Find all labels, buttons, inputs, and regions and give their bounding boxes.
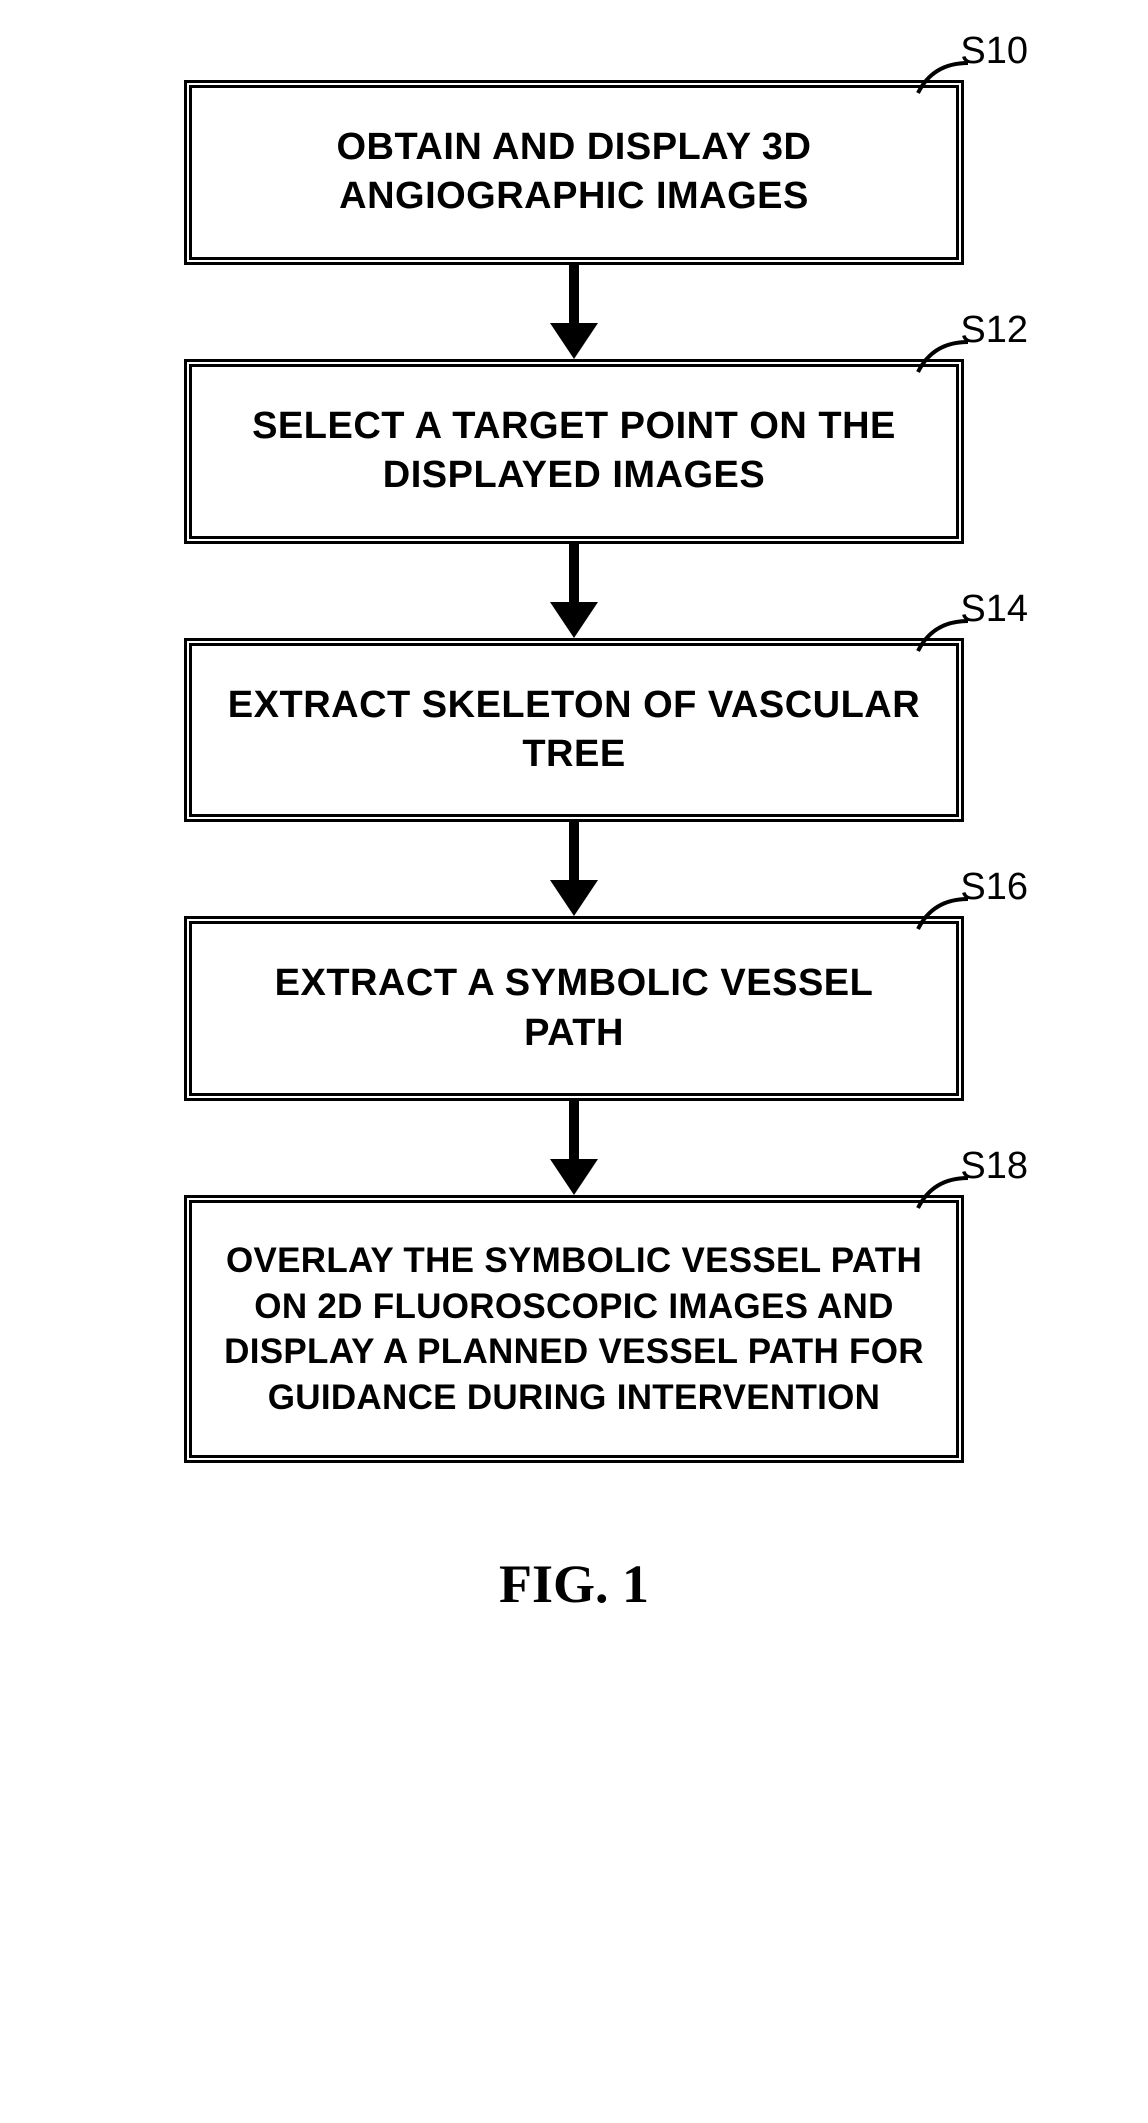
- arrow-connector: [550, 544, 598, 638]
- box-text: EXTRACT A SYMBOLIC VESSEL PATH: [222, 959, 926, 1058]
- arrow-head: [550, 323, 598, 359]
- step-s18: S18 OVERLAY THE SYMBOLIC VESSEL PATH ON …: [100, 1195, 1048, 1463]
- box-text: OBTAIN AND DISPLAY 3D ANGIOGRAPHIC IMAGE…: [222, 123, 926, 222]
- arrow-head: [550, 1159, 598, 1195]
- flowchart-box: OBTAIN AND DISPLAY 3D ANGIOGRAPHIC IMAGE…: [184, 80, 964, 265]
- arrow-connector: [550, 265, 598, 359]
- step-label: S12: [960, 309, 1028, 352]
- figure-caption: FIG. 1: [100, 1553, 1048, 1615]
- box-text: OVERLAY THE SYMBOLIC VESSEL PATH ON 2D F…: [222, 1238, 926, 1420]
- step-label: S14: [960, 588, 1028, 631]
- arrow-line: [569, 1101, 579, 1161]
- step-label: S10: [960, 30, 1028, 73]
- step-s12: S12 SELECT A TARGET POINT ON THE DISPLAY…: [100, 359, 1048, 544]
- step-s16: S16 EXTRACT A SYMBOLIC VESSEL PATH: [100, 916, 1048, 1101]
- flowchart-box: EXTRACT A SYMBOLIC VESSEL PATH: [184, 916, 964, 1101]
- flowchart-container: S10 OBTAIN AND DISPLAY 3D ANGIOGRAPHIC I…: [100, 80, 1048, 1463]
- step-label: S18: [960, 1145, 1028, 1188]
- arrow-connector: [550, 1101, 598, 1195]
- arrow-head: [550, 880, 598, 916]
- arrow-line: [569, 822, 579, 882]
- step-s14: S14 EXTRACT SKELETON OF VASCULAR TREE: [100, 638, 1048, 823]
- flowchart-box: EXTRACT SKELETON OF VASCULAR TREE: [184, 638, 964, 823]
- arrow-line: [569, 265, 579, 325]
- box-text: SELECT A TARGET POINT ON THE DISPLAYED I…: [222, 402, 926, 501]
- arrow-head: [550, 602, 598, 638]
- step-label: S16: [960, 866, 1028, 909]
- arrow-connector: [550, 822, 598, 916]
- step-s10: S10 OBTAIN AND DISPLAY 3D ANGIOGRAPHIC I…: [100, 80, 1048, 265]
- flowchart-box: SELECT A TARGET POINT ON THE DISPLAYED I…: [184, 359, 964, 544]
- box-text: EXTRACT SKELETON OF VASCULAR TREE: [222, 681, 926, 780]
- flowchart-box: OVERLAY THE SYMBOLIC VESSEL PATH ON 2D F…: [184, 1195, 964, 1463]
- arrow-line: [569, 544, 579, 604]
